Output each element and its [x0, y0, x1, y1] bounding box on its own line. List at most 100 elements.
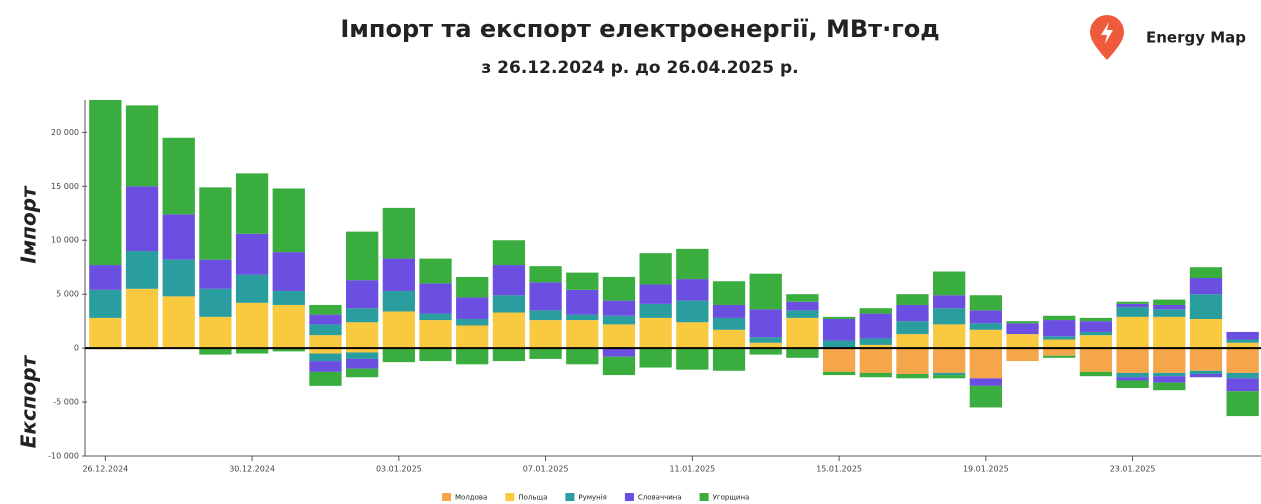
bar-import: [676, 300, 709, 323]
bar-import: [566, 314, 599, 321]
bar-import: [969, 329, 1002, 349]
bar-export: [749, 348, 782, 355]
bar-import: [639, 303, 672, 318]
bar-import: [492, 265, 526, 296]
bar-import: [602, 315, 636, 325]
bar-import: [749, 273, 782, 310]
bar-import: [346, 322, 379, 349]
bar-export: [1153, 376, 1186, 383]
bar-import: [822, 316, 856, 319]
legend-label: Румунія: [578, 494, 607, 502]
bar-export: [529, 348, 562, 359]
bar-import: [712, 304, 746, 318]
bar-import: [749, 337, 782, 343]
bar-export: [969, 348, 1002, 379]
bar-import: [1043, 339, 1076, 349]
bar-export: [456, 348, 489, 365]
legend-label: Угорщина: [713, 494, 750, 502]
bar-import: [1189, 318, 1223, 349]
bar-import: [346, 308, 379, 323]
bar-import: [309, 314, 342, 325]
bar-export: [382, 348, 415, 363]
bar-import: [1079, 321, 1113, 332]
y-tick-label: 5 000: [56, 290, 79, 299]
bar-import: [786, 310, 819, 318]
bar-import: [1153, 304, 1186, 310]
bar-import: [125, 186, 159, 252]
bar-import: [382, 311, 415, 349]
bar-import: [896, 334, 929, 349]
bar-export: [346, 358, 379, 369]
bar-import: [786, 317, 819, 349]
bar-export: [896, 348, 929, 375]
bar-export: [1153, 382, 1186, 391]
bar-import: [566, 289, 599, 315]
bar-import: [822, 340, 856, 349]
bar-import: [676, 322, 709, 349]
legend-swatch: [624, 493, 634, 501]
bar-import: [1226, 339, 1259, 343]
legend-swatch: [505, 493, 515, 501]
bar-import: [419, 258, 452, 284]
bar-import: [933, 324, 966, 349]
bar-import: [125, 251, 159, 289]
bar-import: [1116, 301, 1149, 304]
bar-import: [933, 295, 966, 309]
bar-import: [676, 248, 709, 280]
bar-import: [712, 329, 746, 349]
bar-import: [602, 276, 636, 301]
x-tick-label: 19.01.2025: [963, 465, 1009, 474]
bar-import: [1116, 316, 1149, 349]
bar-export: [309, 361, 342, 372]
bar-import: [529, 266, 562, 283]
bar-import: [859, 344, 892, 349]
bar-export: [1226, 391, 1259, 417]
bar-import: [566, 320, 599, 349]
bar-export: [822, 371, 856, 376]
bar-import: [1006, 334, 1039, 349]
y-tick-label: 10 000: [51, 236, 79, 245]
y-tick-label: 0: [74, 344, 79, 353]
bar-import: [272, 188, 305, 253]
bar-import: [456, 276, 489, 298]
bar-import: [1116, 303, 1149, 308]
bar-import: [492, 240, 526, 266]
bar-export: [1116, 380, 1149, 389]
bar-import: [602, 300, 636, 316]
bar-import: [492, 295, 526, 313]
bar-export: [309, 348, 342, 354]
bar-export: [602, 356, 636, 376]
bar-import: [896, 304, 929, 322]
bar-export: [1079, 348, 1113, 372]
logo: [1090, 15, 1124, 60]
y-tick-label: 15 000: [51, 182, 79, 191]
bar-export: [1226, 372, 1259, 379]
bar-export: [346, 352, 379, 359]
legend-swatch: [699, 493, 709, 501]
bar-export: [786, 348, 819, 358]
bar-export: [309, 371, 342, 386]
bar-import: [309, 324, 342, 336]
chart-subtitle: з 26.12.2024 р. до 26.04.2025 р.: [481, 58, 798, 78]
bar-import: [309, 304, 342, 315]
bar-import: [602, 324, 636, 349]
bar-import: [529, 282, 562, 311]
bar-export: [1079, 371, 1113, 377]
x-tick-label: 26.12.2024: [82, 465, 128, 474]
bar-export: [896, 374, 929, 379]
bar-export: [419, 348, 452, 362]
bar-export: [272, 348, 305, 352]
bar-import: [419, 320, 452, 349]
bar-import: [162, 296, 195, 349]
bar-export: [1226, 378, 1259, 392]
bar-import: [89, 289, 122, 318]
bar-import: [89, 100, 122, 266]
bar-import: [859, 313, 892, 339]
bar-import: [272, 252, 305, 291]
bar-import: [1153, 309, 1186, 317]
bar-import: [749, 309, 782, 338]
bar-import: [1226, 331, 1259, 340]
bar-import: [1006, 323, 1039, 335]
bar-import: [712, 317, 746, 330]
legend-label: Словаччина: [638, 494, 682, 502]
